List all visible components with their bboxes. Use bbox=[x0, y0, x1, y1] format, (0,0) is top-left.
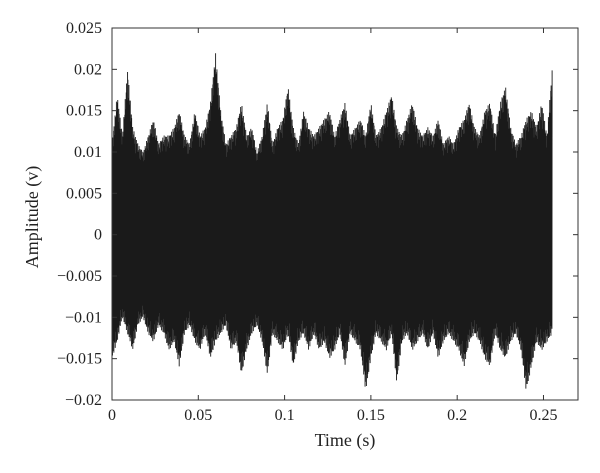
axes: 0 0.05 0.1 0.15 0.2 0.25 −0.02 −0.015 −0.01 −0.00… bbox=[57, 20, 579, 424]
amplitude-signal-line bbox=[111, 53, 553, 389]
x-tick-label: 0 bbox=[108, 407, 116, 424]
y-tick-label: −0.005 bbox=[57, 268, 102, 285]
y-tick-label: 0.025 bbox=[66, 20, 102, 37]
x-tick-label: 0.2 bbox=[447, 407, 467, 424]
y-tick-label: −0.01 bbox=[65, 309, 102, 326]
x-tick-label: 0.1 bbox=[275, 407, 295, 424]
y-tick-label: 0.02 bbox=[74, 61, 102, 78]
y-tick-label: 0.005 bbox=[66, 185, 102, 202]
plot-area bbox=[111, 53, 553, 389]
y-tick-label: 0.01 bbox=[74, 144, 102, 161]
x-tick-label: 0.25 bbox=[529, 407, 557, 424]
y-tick-label: 0 bbox=[94, 227, 102, 244]
x-tick-label: 0.15 bbox=[357, 407, 385, 424]
x-tick-label: 0.05 bbox=[184, 407, 212, 424]
x-axis-title: Time (s) bbox=[315, 430, 376, 451]
axes-frame bbox=[111, 27, 579, 401]
y-tick-label: −0.015 bbox=[57, 351, 102, 368]
y-tick-label: −0.02 bbox=[65, 392, 102, 409]
y-tick-label: 0.015 bbox=[66, 103, 102, 120]
y-axis-title: Amplitude (v) bbox=[22, 166, 43, 268]
